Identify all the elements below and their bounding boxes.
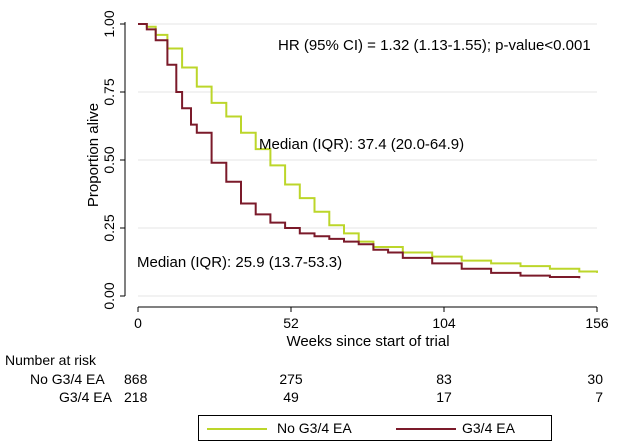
risk-table-title: Number at risk bbox=[5, 352, 97, 368]
y-axis-label: Proportion alive bbox=[85, 103, 102, 207]
y-tick-label: 0.00 bbox=[101, 282, 117, 309]
median-no-g34-annotation: Median (IQR): 37.4 (20.0-64.9) bbox=[259, 136, 464, 153]
y-tick-label: 0.25 bbox=[101, 214, 117, 241]
axes bbox=[124, 22, 597, 308]
risk-row-label-no-g34: No G3/4 EA bbox=[30, 371, 105, 387]
legend-swatch-g34 bbox=[396, 428, 456, 430]
risk-row-label-g34: G3/4 EA bbox=[59, 389, 112, 405]
legend: No G3/4 EA G3/4 EA bbox=[198, 415, 552, 441]
x-ticks: 0 52 104 156 bbox=[134, 307, 609, 331]
series-lines bbox=[138, 23, 598, 279]
x-tick-label: 52 bbox=[283, 315, 299, 331]
risk-value: 7 bbox=[595, 389, 603, 405]
km-chart: 0.00 0.25 0.50 0.75 1.00 0 52 104 156 Proportio… bbox=[85, 10, 609, 350]
series-line-g34 bbox=[138, 23, 581, 279]
risk-value: 49 bbox=[283, 389, 299, 405]
legend-label-no-g34: No G3/4 EA bbox=[277, 420, 352, 436]
risk-value: 868 bbox=[124, 371, 148, 387]
gridlines bbox=[138, 23, 597, 297]
x-tick-label: 0 bbox=[134, 315, 142, 331]
y-tick-label: 1.00 bbox=[101, 10, 117, 37]
risk-value: 275 bbox=[279, 371, 303, 387]
risk-value: 218 bbox=[124, 389, 148, 405]
legend-swatch-no-g34 bbox=[207, 428, 267, 430]
x-tick-label: 104 bbox=[432, 315, 456, 331]
risk-value: 17 bbox=[436, 389, 452, 405]
y-ticks: 0.00 0.25 0.50 0.75 1.00 bbox=[101, 10, 125, 310]
median-g34-annotation: Median (IQR): 25.9 (13.7-53.3) bbox=[137, 254, 342, 271]
y-tick-label: 0.50 bbox=[101, 146, 117, 173]
risk-value: 83 bbox=[436, 371, 452, 387]
risk-value: 30 bbox=[587, 371, 603, 387]
y-tick-label: 0.75 bbox=[101, 78, 117, 105]
hr-annotation: HR (95% CI) = 1.32 (1.13-1.55); p-value<… bbox=[278, 37, 591, 54]
x-axis-label: Weeks since start of trial bbox=[286, 333, 449, 350]
series-line-no-g34 bbox=[138, 23, 598, 273]
legend-label-g34: G3/4 EA bbox=[462, 420, 515, 436]
x-tick-label: 156 bbox=[585, 315, 609, 331]
